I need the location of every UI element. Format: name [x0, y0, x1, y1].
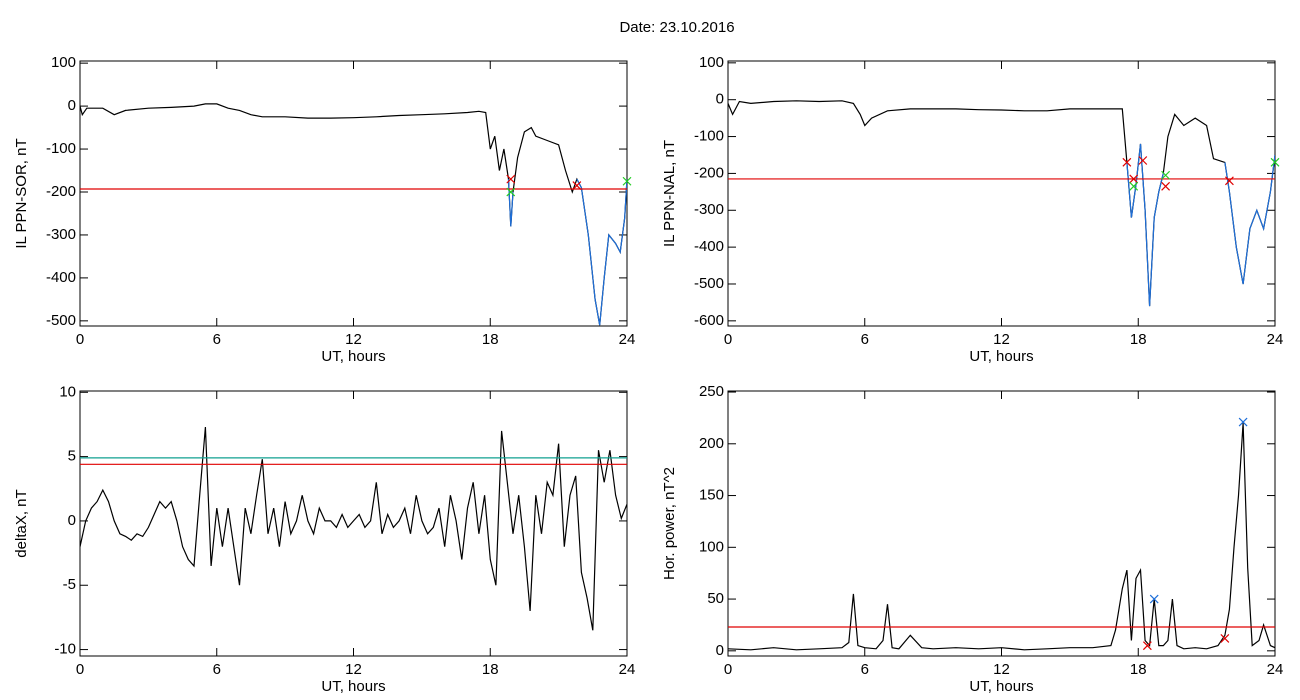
y-tick-label: 50 [707, 590, 724, 607]
y-tick-label: -5 [63, 576, 76, 593]
x-marker [1142, 641, 1152, 651]
y-axis-label: IL PPN-SOR, nT [13, 138, 30, 248]
y-tick-label: 200 [699, 435, 724, 452]
x-tick-label: 6 [861, 331, 869, 348]
x-marker [1220, 633, 1230, 643]
x-marker [1161, 170, 1171, 180]
x-marker [1138, 156, 1148, 165]
x-marker [1129, 174, 1139, 184]
y-tick-label: 100 [51, 54, 76, 71]
x-tick-label: 0 [724, 331, 732, 348]
x-tick-label: 0 [724, 661, 732, 678]
x-tick-label: 6 [213, 331, 221, 348]
x-axis-label: UT, hours [321, 678, 385, 695]
figure-title: Date: 23.10.2016 [619, 19, 734, 36]
y-tick-label: 0 [68, 512, 76, 529]
x-marker [1129, 181, 1139, 191]
x-tick-label: 0 [76, 331, 84, 348]
x-tick-label: 18 [1130, 661, 1147, 678]
y-axis-label: IL PPN-NAL, nT [661, 140, 678, 247]
y-tick-label: 0 [716, 642, 724, 659]
y-axis-label: deltaX, nT [13, 489, 30, 557]
x-marker [1238, 417, 1248, 427]
x-marker [1270, 157, 1280, 167]
x-marker [1161, 181, 1171, 191]
x-tick-label: 12 [345, 331, 362, 348]
x-tick-label: 18 [482, 661, 499, 678]
x-marker [1149, 594, 1159, 604]
y-tick-label: 0 [68, 97, 76, 114]
y-tick-label: -400 [694, 238, 724, 255]
x-marker [506, 174, 516, 184]
x-tick-label: 6 [213, 661, 221, 678]
data-line [1126, 143, 1275, 307]
data-line [507, 178, 627, 326]
y-tick-label: 0 [716, 91, 724, 108]
x-tick-label: 24 [1267, 661, 1284, 678]
y-tick-label: -300 [46, 226, 76, 243]
x-marker [1122, 157, 1132, 167]
x-tick-label: 24 [619, 331, 636, 348]
y-tick-label: -600 [694, 312, 724, 329]
y-tick-label: -100 [46, 140, 76, 157]
y-tick-label: -200 [46, 183, 76, 200]
y-tick-label: 250 [699, 383, 724, 400]
x-tick-label: 24 [1267, 331, 1284, 348]
x-marker [506, 187, 516, 197]
data-line [728, 423, 1275, 651]
y-tick-label: -500 [46, 312, 76, 329]
y-tick-label: -100 [694, 128, 724, 145]
x-marker [1224, 176, 1234, 186]
y-tick-label: 5 [68, 448, 76, 465]
y-tick-label: -500 [694, 275, 724, 292]
x-tick-label: 0 [76, 661, 84, 678]
y-tick-label: -400 [46, 269, 76, 286]
data-line [80, 426, 627, 631]
x-axis-label: UT, hours [321, 348, 385, 365]
x-tick-label: 12 [993, 661, 1010, 678]
x-marker [572, 181, 582, 190]
y-tick-label: 150 [699, 487, 724, 504]
x-tick-label: 24 [619, 661, 636, 678]
x-tick-label: 12 [345, 661, 362, 678]
y-tick-label: 100 [699, 54, 724, 71]
x-tick-label: 18 [1130, 331, 1147, 348]
y-tick-label: -200 [694, 164, 724, 181]
y-tick-label: -10 [54, 641, 76, 658]
y-axis-label: Hor. power, nT^2 [661, 467, 678, 580]
y-tick-label: 100 [699, 538, 724, 555]
x-tick-label: 12 [993, 331, 1010, 348]
x-marker [622, 176, 632, 186]
x-axis-label: UT, hours [969, 678, 1033, 695]
y-tick-label: -300 [694, 201, 724, 218]
y-tick-label: 10 [59, 383, 76, 400]
x-tick-label: 6 [861, 661, 869, 678]
x-tick-label: 18 [482, 331, 499, 348]
x-axis-label: UT, hours [969, 348, 1033, 365]
